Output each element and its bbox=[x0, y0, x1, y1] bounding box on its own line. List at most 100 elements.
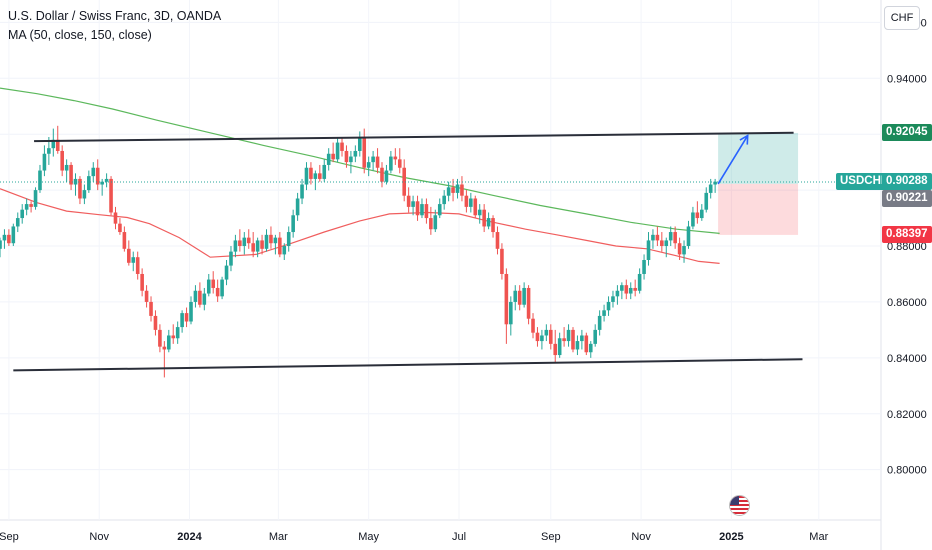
candle bbox=[229, 246, 233, 272]
candle bbox=[335, 136, 340, 163]
candle-body bbox=[429, 218, 433, 230]
candle-body bbox=[135, 257, 140, 274]
trend-drawings[interactable] bbox=[0, 131, 881, 372]
time-tick-label: 2024 bbox=[177, 531, 202, 543]
projection-arrow bbox=[717, 135, 749, 185]
candle bbox=[318, 164, 322, 182]
time-tick-label: Mar bbox=[269, 531, 288, 543]
us-flag-icon[interactable] bbox=[729, 495, 750, 516]
candle-body bbox=[331, 153, 335, 160]
candle bbox=[553, 329, 558, 364]
price-axis[interactable]: 0.960000.940000.920000.900000.880000.860… bbox=[887, 17, 927, 476]
candle-body bbox=[38, 170, 42, 191]
candle-body bbox=[175, 327, 180, 339]
candle-body bbox=[158, 329, 162, 347]
candle bbox=[708, 178, 713, 199]
candle-body bbox=[482, 209, 486, 227]
price-tick-label: 0.84000 bbox=[887, 353, 927, 365]
candle-body bbox=[2, 234, 7, 241]
candle bbox=[278, 232, 282, 258]
price-tick-label: 0.80000 bbox=[887, 465, 927, 477]
candle bbox=[713, 178, 717, 193]
candle-body bbox=[460, 184, 464, 196]
candle bbox=[615, 285, 620, 305]
candle bbox=[486, 212, 491, 230]
candle bbox=[362, 128, 367, 174]
candle-body bbox=[269, 234, 273, 244]
candle-body bbox=[704, 192, 709, 210]
candle bbox=[73, 173, 78, 196]
candle-body bbox=[318, 173, 322, 179]
candle-body bbox=[260, 240, 264, 249]
candle bbox=[291, 209, 295, 238]
candle bbox=[580, 329, 584, 350]
candle-body bbox=[82, 190, 87, 199]
price-tick-label: 0.86000 bbox=[887, 297, 927, 309]
candle-body bbox=[500, 248, 504, 274]
candle-body bbox=[278, 237, 282, 255]
candle-body bbox=[362, 136, 367, 168]
candle bbox=[366, 156, 371, 177]
candle bbox=[95, 159, 100, 191]
candle-body bbox=[464, 195, 469, 207]
candle bbox=[437, 198, 442, 219]
candle-body bbox=[180, 313, 184, 328]
candle-body bbox=[531, 318, 535, 333]
candle bbox=[624, 279, 629, 300]
candle-body bbox=[220, 279, 224, 297]
candle bbox=[429, 206, 433, 235]
candle-body bbox=[544, 329, 549, 336]
candle bbox=[51, 128, 56, 157]
candle bbox=[69, 162, 73, 191]
candle bbox=[264, 229, 269, 252]
time-tick-label: Sep bbox=[0, 531, 19, 543]
candle-body bbox=[509, 301, 513, 325]
candle-body bbox=[580, 335, 584, 342]
candle-body bbox=[695, 212, 700, 219]
currency-button[interactable]: CHF bbox=[884, 6, 920, 30]
candle bbox=[180, 310, 184, 333]
time-axis[interactable]: Sep Nov 2024 Mar May Jul Sep Nov 2025 Mar bbox=[0, 531, 829, 543]
candle bbox=[238, 229, 242, 252]
candle bbox=[460, 176, 464, 202]
indicator-label[interactable]: MA (50, close, 150, close) bbox=[8, 28, 152, 42]
candle bbox=[162, 341, 167, 378]
candle-body bbox=[433, 215, 438, 230]
candle-body bbox=[29, 204, 33, 207]
candle-body bbox=[553, 343, 558, 356]
candle bbox=[602, 304, 606, 322]
candle-body bbox=[206, 279, 211, 294]
candle-body bbox=[682, 246, 686, 255]
candle-body bbox=[673, 232, 677, 244]
candle-body bbox=[593, 329, 598, 344]
candle-body bbox=[411, 201, 415, 207]
stop-price-tag: 0.88397 bbox=[882, 226, 932, 244]
candle bbox=[446, 181, 451, 202]
grid bbox=[0, 0, 882, 550]
candle bbox=[198, 282, 202, 308]
candle-body bbox=[686, 226, 691, 247]
candle bbox=[29, 201, 33, 213]
candle-body bbox=[473, 198, 478, 216]
candle bbox=[540, 329, 544, 350]
candle bbox=[424, 198, 429, 224]
candle bbox=[282, 243, 287, 260]
time-tick-label: Sep bbox=[541, 531, 561, 543]
candle bbox=[473, 195, 478, 219]
candle bbox=[38, 164, 42, 193]
candle-body bbox=[491, 218, 495, 233]
candle-body bbox=[95, 167, 100, 185]
candle bbox=[286, 226, 291, 252]
candle bbox=[215, 279, 220, 302]
candle-body bbox=[691, 212, 695, 227]
candle-body bbox=[548, 329, 553, 344]
candle-body bbox=[708, 184, 713, 193]
candle bbox=[633, 279, 637, 297]
candle bbox=[415, 195, 420, 221]
candle bbox=[104, 173, 109, 188]
candle bbox=[82, 184, 87, 205]
candle-body bbox=[127, 248, 131, 263]
candle-body bbox=[251, 243, 255, 252]
candle-body bbox=[122, 232, 127, 249]
